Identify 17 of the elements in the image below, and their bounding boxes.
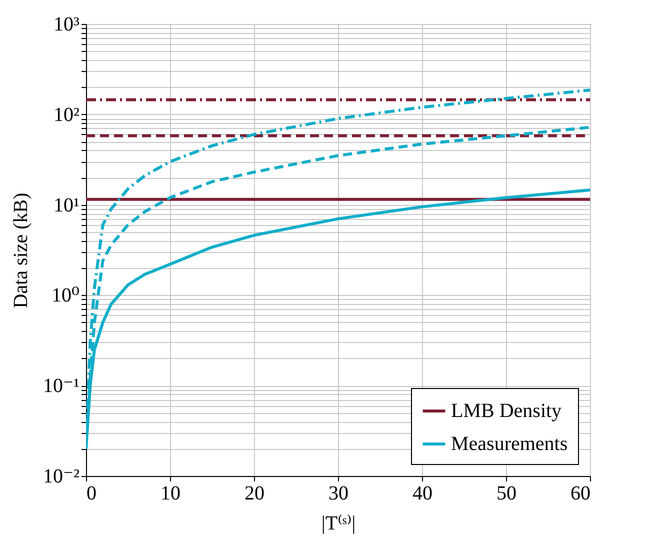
x-tick-label: 10 [160, 482, 180, 504]
x-tick-label: 0 [86, 482, 96, 504]
y-tick-label: 10⁻¹ [42, 375, 80, 398]
y-tick-label: 10³ [54, 14, 80, 36]
y-tick-label: 10⁻² [42, 466, 80, 488]
x-tick-label: 60 [570, 482, 590, 504]
x-tick-label: 50 [496, 482, 516, 504]
y-axis-title: Data size (kB) [10, 192, 32, 308]
y-tick-label: 10⁰ [51, 284, 80, 307]
x-axis-title: |T⁽ˢ⁾| [321, 512, 356, 534]
legend-label: Measurements [451, 433, 568, 455]
x-tick-label: 20 [244, 482, 264, 504]
x-tick-label: 40 [412, 482, 432, 504]
y-tick-label: 10² [54, 104, 80, 126]
x-tick-label: 30 [328, 482, 348, 504]
legend-label: LMB Density [451, 400, 562, 422]
y-tick-label: 10¹ [54, 194, 80, 216]
